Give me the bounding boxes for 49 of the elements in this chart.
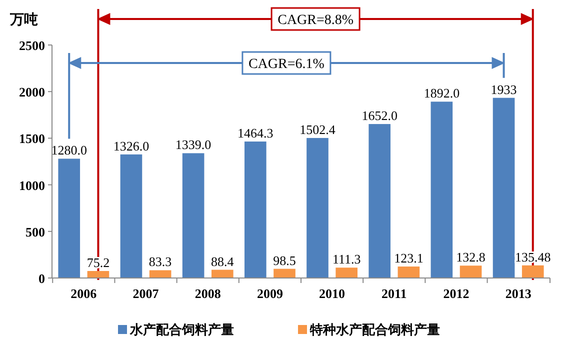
data-label: 1652.0 xyxy=(362,108,398,124)
x-tick-label: 2010 xyxy=(319,286,346,301)
y-axis-title: 万吨 xyxy=(9,12,38,28)
x-tick-label: 2008 xyxy=(194,286,222,301)
bar xyxy=(492,98,515,278)
bar xyxy=(182,153,204,278)
data-label: 83.3 xyxy=(148,254,172,270)
annotation: CAGR=6.1% xyxy=(248,57,325,72)
data-label: 1339.0 xyxy=(175,137,212,152)
x-tick-label: 2009 xyxy=(256,286,284,301)
bar xyxy=(87,270,110,278)
bar xyxy=(58,158,80,278)
bar xyxy=(368,124,391,278)
data-label: 1502.4 xyxy=(300,122,336,137)
y-tick-label: 2500 xyxy=(19,38,45,53)
x-tick-label: 2013 xyxy=(505,286,532,301)
bar xyxy=(460,266,482,278)
data-label: 111.3 xyxy=(332,252,361,267)
y-tick-label: 0 xyxy=(38,271,45,286)
data-label: 98.5 xyxy=(273,252,296,268)
y-tick-label: 1500 xyxy=(19,131,45,146)
bar xyxy=(244,142,266,278)
data-label: 88.4 xyxy=(211,254,234,269)
legend-label: 特种水产配合饲料产量 xyxy=(309,322,440,337)
bar xyxy=(120,154,142,278)
bar xyxy=(274,268,296,278)
y-tick-label: 2000 xyxy=(19,84,45,100)
y-tick-label: 500 xyxy=(26,224,45,240)
bar xyxy=(398,266,420,278)
bar xyxy=(430,102,453,278)
data-label: 1280.0 xyxy=(51,142,87,158)
x-tick-label: 2011 xyxy=(381,286,407,301)
data-label: 123.1 xyxy=(394,250,424,266)
x-tick-label: 2007 xyxy=(132,286,160,301)
x-tick-label: 2006 xyxy=(70,286,98,301)
data-label: 1892.0 xyxy=(424,86,460,101)
bar xyxy=(211,270,234,278)
data-label: 1933 xyxy=(490,82,517,97)
legend-label: 水产配合饲料产量 xyxy=(129,322,234,337)
bar xyxy=(336,268,358,278)
data-label: 132.8 xyxy=(456,250,486,265)
data-label: 1326.0 xyxy=(113,138,150,154)
y-tick-label: 1000 xyxy=(19,178,45,193)
x-tick-label: 2012 xyxy=(443,286,470,301)
bar xyxy=(306,138,328,278)
bar xyxy=(149,270,172,278)
data-label: 1464.3 xyxy=(238,126,274,141)
bar xyxy=(522,265,544,278)
text: CAGR=8.8% xyxy=(278,13,354,28)
